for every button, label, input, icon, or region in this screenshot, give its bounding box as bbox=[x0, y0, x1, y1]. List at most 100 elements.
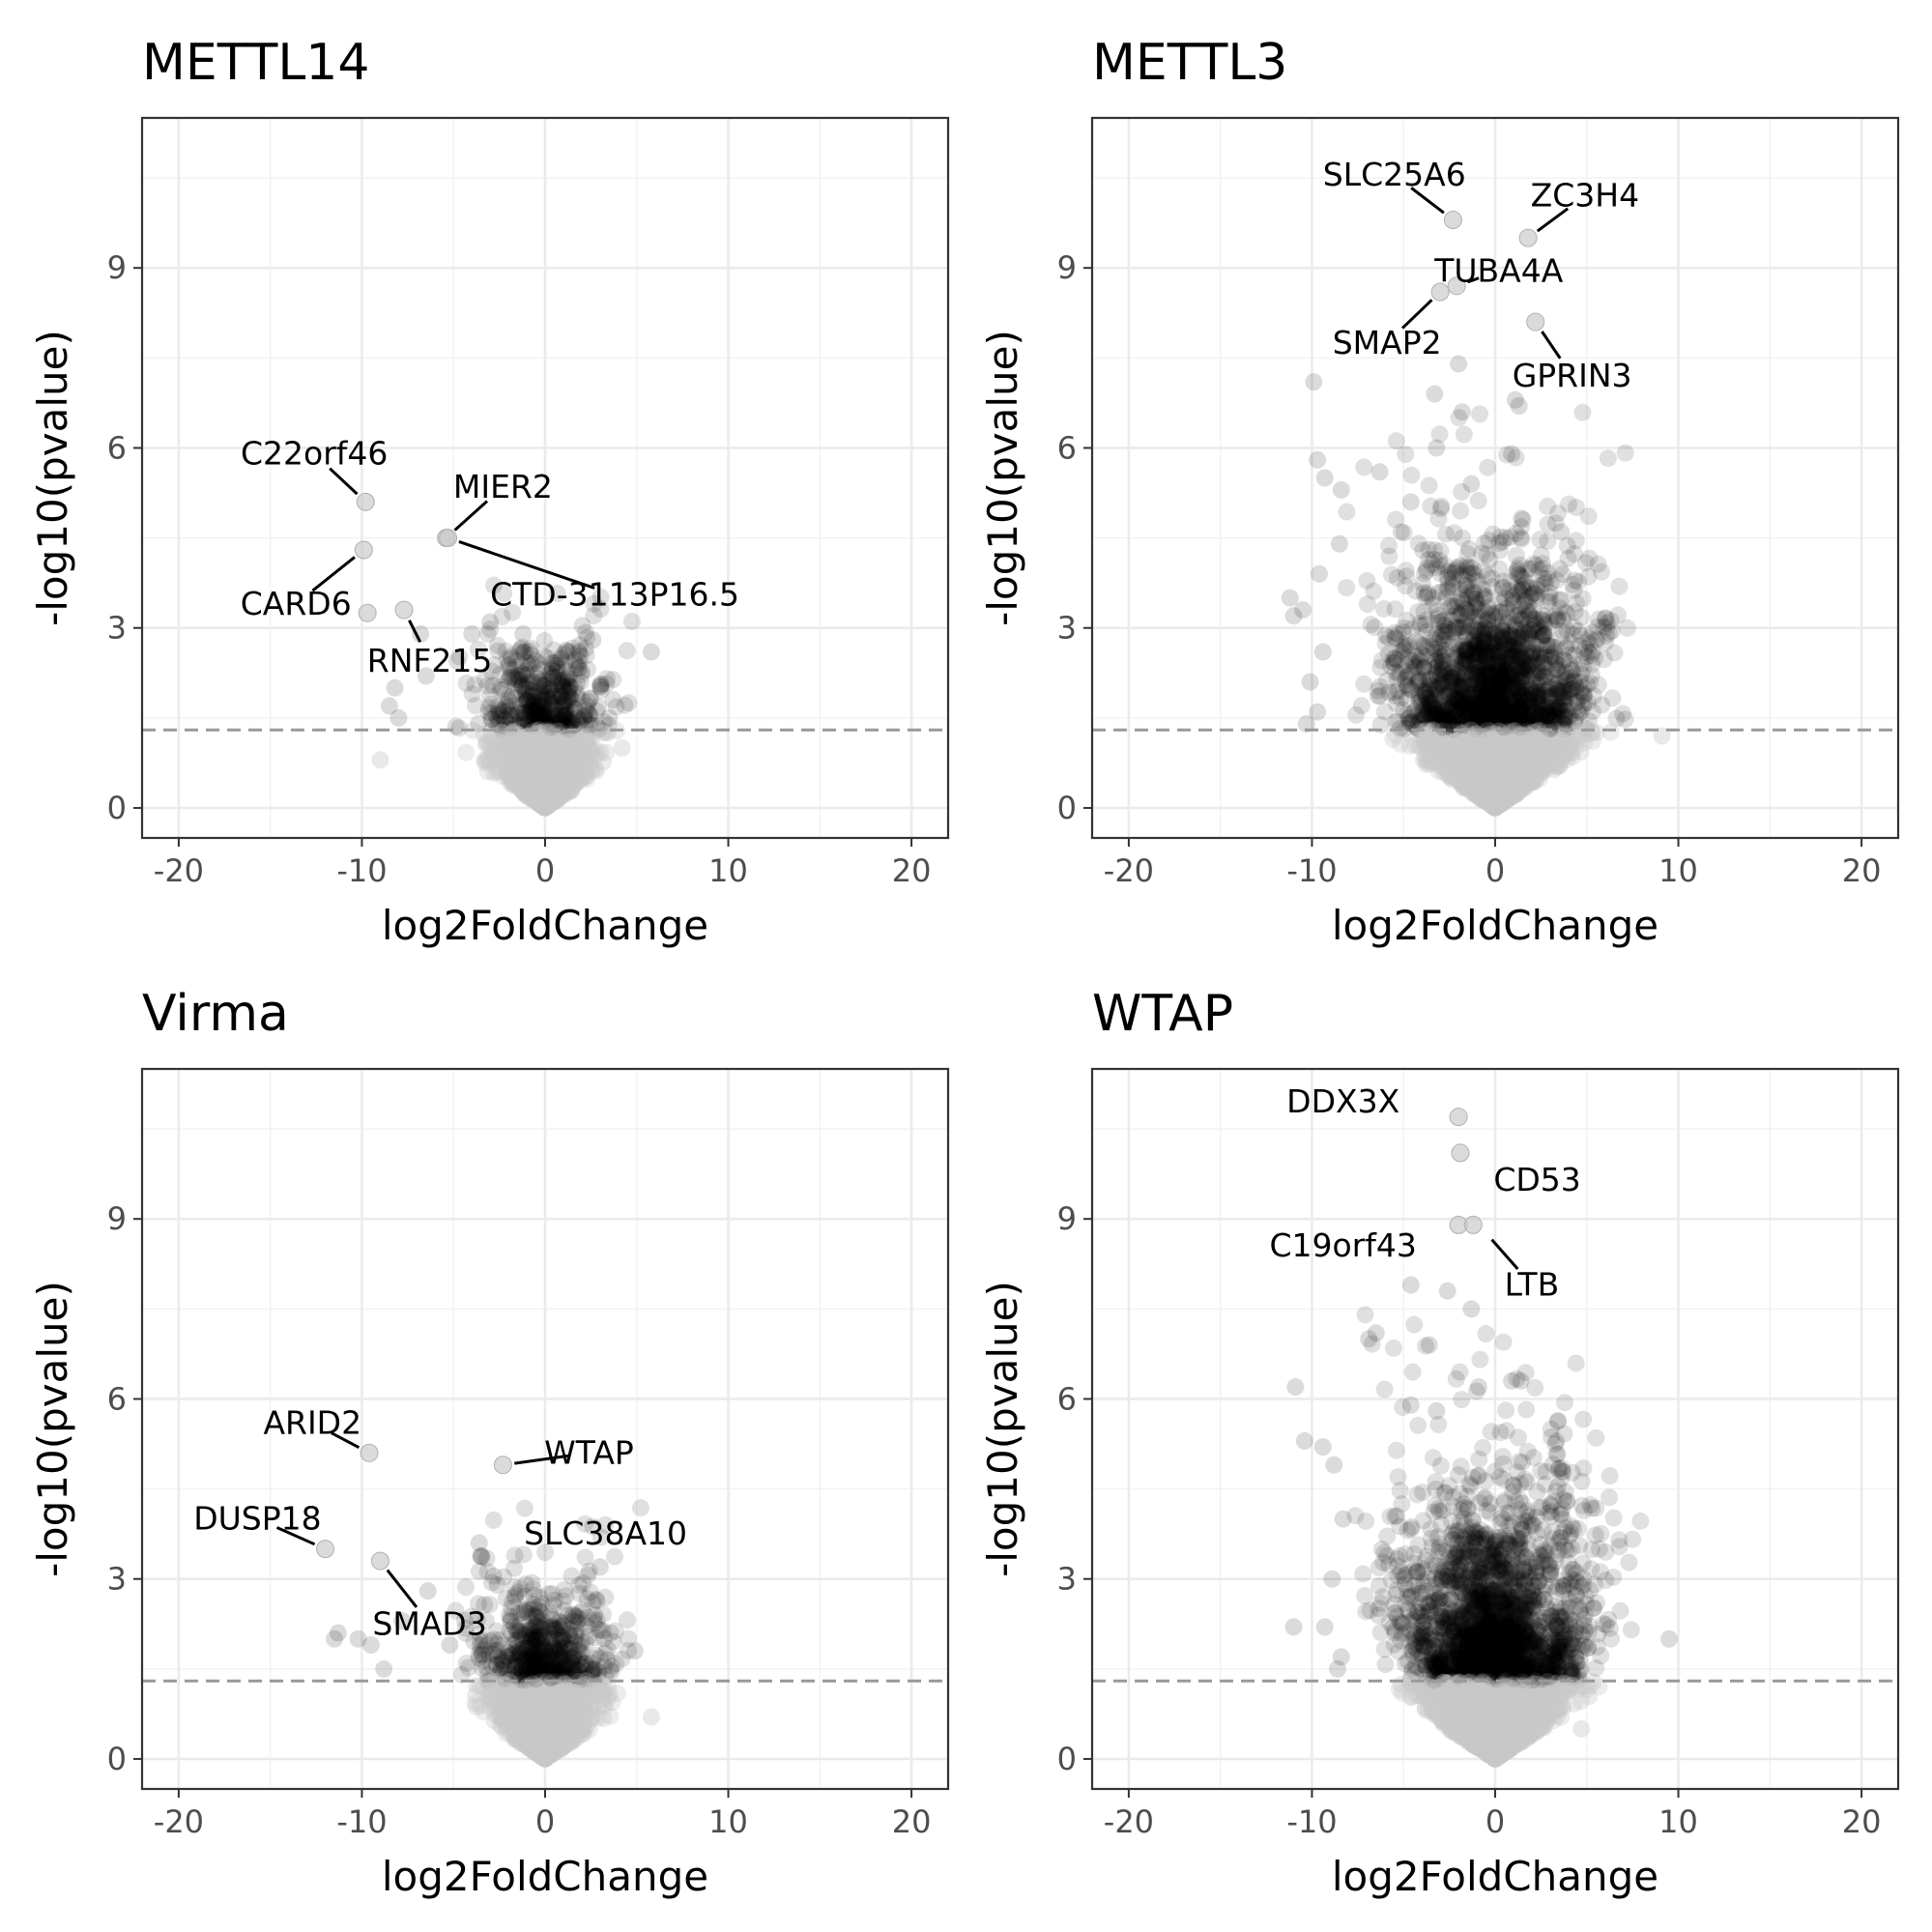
gene-label: RNF215 bbox=[367, 642, 493, 679]
nonsignificant-point bbox=[552, 759, 570, 777]
nonsignificant-point bbox=[531, 790, 549, 808]
nonsignificant-point bbox=[557, 773, 575, 792]
significant-point bbox=[510, 671, 529, 689]
nonsignificant-point bbox=[527, 779, 545, 797]
nonsignificant-point bbox=[577, 722, 595, 740]
nonsignificant-point bbox=[547, 769, 565, 788]
significant-point bbox=[1362, 616, 1380, 634]
significant-point bbox=[490, 701, 508, 719]
nonsignificant-point bbox=[536, 778, 555, 796]
significant-point bbox=[540, 684, 559, 703]
nonsignificant-point bbox=[515, 770, 533, 789]
nonsignificant-point bbox=[522, 767, 540, 786]
significant-point bbox=[569, 642, 588, 660]
nonsignificant-point bbox=[547, 756, 565, 774]
highlighted-gene-point bbox=[358, 603, 377, 622]
nonsignificant-point bbox=[526, 792, 544, 810]
nonsignificant-point bbox=[538, 796, 557, 815]
nonsignificant-point bbox=[542, 787, 561, 805]
nonsignificant-point bbox=[533, 748, 552, 766]
nonsignificant-point bbox=[505, 768, 524, 787]
significant-point bbox=[527, 704, 545, 722]
nonsignificant-point bbox=[571, 753, 590, 771]
significant-point bbox=[538, 707, 557, 726]
significant-point bbox=[518, 653, 536, 672]
nonsignificant-point bbox=[543, 756, 562, 774]
significant-point bbox=[514, 624, 533, 643]
nonsignificant-point bbox=[532, 793, 550, 812]
nonsignificant-point bbox=[552, 746, 570, 764]
nonsignificant-point bbox=[509, 776, 528, 794]
nonsignificant-point bbox=[554, 786, 572, 804]
nonsignificant-point bbox=[537, 796, 556, 815]
nonsignificant-point bbox=[546, 783, 564, 801]
nonsignificant-point bbox=[509, 733, 528, 751]
nonsignificant-point bbox=[519, 785, 537, 803]
significant-point bbox=[560, 680, 578, 699]
significant-point bbox=[584, 631, 602, 649]
significant-point bbox=[463, 684, 481, 703]
nonsignificant-point bbox=[533, 795, 551, 814]
nonsignificant-point bbox=[517, 770, 535, 789]
nonsignificant-point bbox=[556, 774, 574, 793]
nonsignificant-point bbox=[570, 752, 589, 770]
nonsignificant-point bbox=[523, 775, 541, 793]
significant-point bbox=[463, 624, 481, 643]
significant-point bbox=[525, 718, 543, 736]
significant-point bbox=[1603, 689, 1622, 707]
nonsignificant-point bbox=[533, 773, 551, 792]
nonsignificant-point bbox=[531, 760, 549, 778]
nonsignificant-point bbox=[495, 735, 513, 753]
nonsignificant-point bbox=[577, 762, 595, 780]
significant-point bbox=[577, 647, 595, 665]
nonsignificant-point bbox=[532, 794, 550, 813]
nonsignificant-point bbox=[482, 730, 501, 748]
nonsignificant-point bbox=[554, 780, 572, 798]
nonsignificant-point bbox=[513, 764, 532, 783]
significant-point bbox=[496, 711, 514, 730]
nonsignificant-point bbox=[553, 729, 571, 747]
nonsignificant-point bbox=[533, 782, 551, 800]
significant-point bbox=[506, 676, 525, 694]
significant-point bbox=[543, 654, 562, 673]
nonsignificant-point bbox=[525, 789, 543, 807]
significant-point bbox=[618, 642, 636, 660]
nonsignificant-point bbox=[511, 764, 530, 782]
significant-point bbox=[1573, 403, 1592, 421]
nonsignificant-point bbox=[530, 785, 548, 803]
nonsignificant-point bbox=[522, 774, 540, 793]
nonsignificant-point bbox=[526, 757, 544, 775]
nonsignificant-point bbox=[536, 793, 555, 811]
nonsignificant-point bbox=[517, 741, 535, 760]
nonsignificant-point bbox=[542, 793, 561, 811]
nonsignificant-point bbox=[530, 728, 548, 746]
nonsignificant-point bbox=[543, 785, 562, 803]
nonsignificant-point bbox=[520, 763, 538, 781]
nonsignificant-point bbox=[520, 772, 538, 791]
nonsignificant-point bbox=[534, 795, 553, 814]
nonsignificant-point bbox=[541, 746, 560, 764]
significant-point bbox=[507, 651, 526, 670]
nonsignificant-point bbox=[526, 790, 544, 808]
nonsignificant-point bbox=[538, 775, 557, 793]
nonsignificant-point bbox=[525, 756, 543, 774]
significant-point bbox=[600, 708, 619, 727]
nonsignificant-point bbox=[509, 769, 528, 788]
nonsignificant-point bbox=[534, 788, 553, 806]
significant-point bbox=[499, 657, 517, 676]
nonsignificant-point bbox=[536, 798, 555, 817]
nonsignificant-point bbox=[568, 742, 587, 761]
significant-point bbox=[1616, 444, 1634, 462]
nonsignificant-point bbox=[529, 792, 547, 810]
nonsignificant-point bbox=[520, 778, 538, 796]
nonsignificant-point bbox=[551, 762, 569, 780]
nonsignificant-point bbox=[547, 747, 565, 765]
nonsignificant-point bbox=[371, 751, 389, 769]
nonsignificant-point bbox=[541, 785, 560, 803]
nonsignificant-point bbox=[514, 730, 533, 748]
significant-point bbox=[1420, 476, 1438, 495]
nonsignificant-point bbox=[519, 769, 537, 788]
nonsignificant-point bbox=[547, 785, 565, 803]
significant-point bbox=[545, 641, 563, 659]
